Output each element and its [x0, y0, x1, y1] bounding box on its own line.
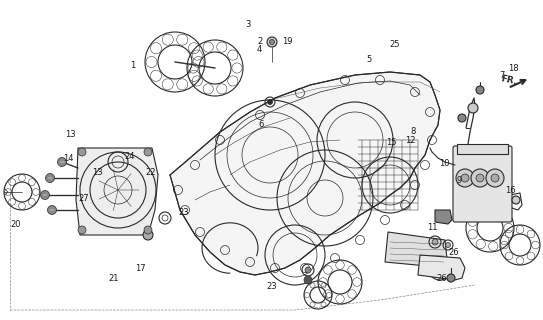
Circle shape — [476, 86, 484, 94]
Circle shape — [41, 190, 49, 199]
Text: 21: 21 — [109, 274, 119, 283]
Circle shape — [269, 39, 275, 44]
Circle shape — [447, 274, 455, 282]
Text: 11: 11 — [427, 223, 438, 232]
Text: 1: 1 — [130, 61, 136, 70]
Text: 4: 4 — [257, 45, 262, 54]
Text: 7: 7 — [500, 71, 505, 80]
Text: 13: 13 — [92, 168, 103, 177]
Circle shape — [267, 37, 277, 47]
Text: 5: 5 — [367, 55, 372, 64]
Circle shape — [78, 148, 86, 156]
Circle shape — [46, 173, 54, 182]
Text: 24: 24 — [124, 152, 135, 161]
Text: 12: 12 — [405, 136, 415, 145]
Text: 15: 15 — [386, 138, 396, 147]
Text: 2: 2 — [257, 37, 262, 46]
Text: 9: 9 — [456, 176, 462, 185]
Text: 26: 26 — [448, 248, 459, 257]
Text: 10: 10 — [439, 159, 450, 168]
Circle shape — [268, 100, 273, 105]
Text: 18: 18 — [508, 64, 519, 73]
Text: 20: 20 — [10, 220, 21, 228]
Text: 23: 23 — [266, 282, 277, 291]
Bar — [457, 144, 508, 154]
Text: 27: 27 — [79, 194, 90, 203]
FancyBboxPatch shape — [453, 146, 512, 222]
Text: 3: 3 — [245, 20, 251, 28]
Polygon shape — [170, 72, 440, 275]
Circle shape — [144, 226, 152, 234]
Text: 26: 26 — [437, 274, 447, 283]
Circle shape — [432, 239, 438, 245]
Polygon shape — [435, 210, 452, 224]
Circle shape — [486, 169, 504, 187]
Text: 22: 22 — [146, 168, 156, 177]
Circle shape — [305, 267, 311, 273]
Circle shape — [58, 157, 66, 166]
Circle shape — [143, 230, 153, 240]
Text: 17: 17 — [135, 264, 146, 273]
Circle shape — [458, 114, 466, 122]
Text: 14: 14 — [62, 154, 73, 163]
Text: 23: 23 — [178, 208, 189, 217]
Polygon shape — [76, 148, 158, 235]
Circle shape — [512, 196, 520, 204]
Circle shape — [144, 148, 152, 156]
Circle shape — [456, 169, 474, 187]
Circle shape — [468, 103, 478, 113]
Circle shape — [491, 174, 499, 182]
Text: 16: 16 — [505, 186, 516, 195]
Circle shape — [476, 174, 484, 182]
Text: 25: 25 — [389, 40, 400, 49]
Text: 19: 19 — [282, 37, 293, 46]
Circle shape — [445, 243, 451, 247]
Circle shape — [304, 276, 312, 284]
Text: 6: 6 — [258, 120, 263, 129]
Circle shape — [78, 226, 86, 234]
Circle shape — [47, 205, 56, 214]
Text: 8: 8 — [410, 127, 415, 136]
Circle shape — [471, 169, 489, 187]
Polygon shape — [385, 232, 448, 268]
Text: FR.: FR. — [500, 74, 518, 86]
Circle shape — [461, 174, 469, 182]
Text: 13: 13 — [65, 130, 76, 139]
Polygon shape — [418, 255, 465, 280]
